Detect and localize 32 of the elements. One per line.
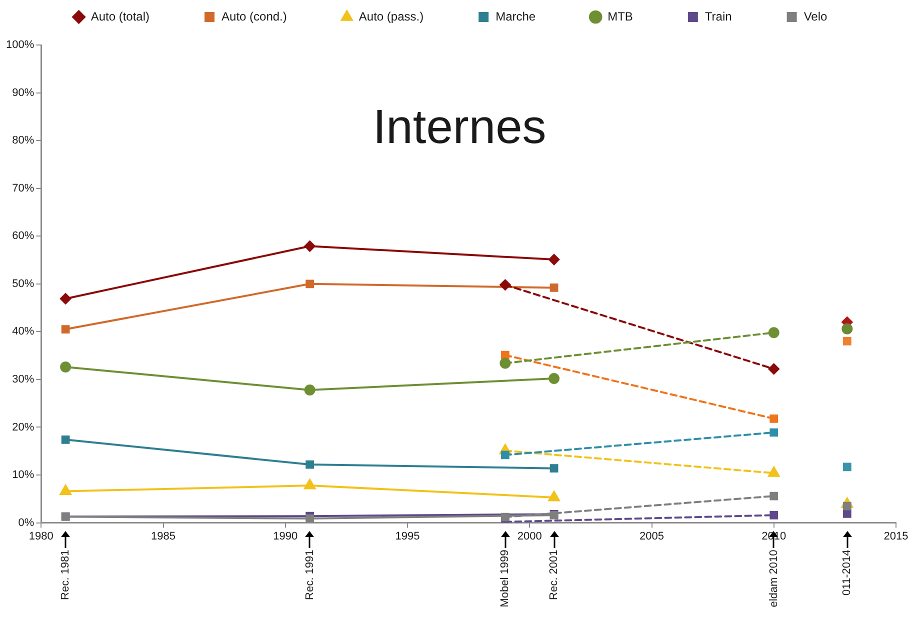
x-tick-label: 1980 (28, 530, 54, 542)
text: Rec. 2001 (548, 550, 560, 600)
text: Internes (372, 101, 546, 154)
x-tick-label: 2015 (884, 530, 908, 542)
y-tick-label: 30% (12, 373, 34, 386)
y-tick-label: 80% (12, 134, 34, 147)
legend-label: Auto (pass.) (358, 9, 424, 24)
y-tick-label: 40% (12, 326, 34, 338)
y-tick-label: 0% (18, 516, 34, 529)
text: Rec. 1981 (60, 550, 72, 600)
legend-label: Marche (496, 9, 536, 24)
legend-label: MTB (608, 9, 633, 24)
y-tick-label: 60% (12, 230, 34, 242)
y-tick-label: 70% (12, 182, 34, 194)
x-tick-label: 1985 (151, 530, 176, 542)
legend-label: Velo (804, 9, 828, 24)
y-tick-label: 50% (12, 278, 34, 290)
y-tick-label: 100% (6, 39, 34, 52)
y-tick-label: 20% (12, 421, 34, 434)
x-tick-label: 2000 (517, 530, 542, 542)
legend-label: Train (704, 9, 732, 24)
x-tick-label: 1995 (395, 530, 420, 542)
text: eldam 2010 (768, 550, 780, 608)
legend-label: Auto (cond.) (222, 9, 287, 24)
legend-label: Auto (total) (90, 9, 150, 24)
x-tick-label: 1990 (273, 530, 298, 542)
text: Mobel 1999 (499, 550, 512, 608)
y-tick-label: 10% (12, 469, 34, 482)
text: Rec. 1991 (304, 550, 316, 600)
y-tick-label: 90% (12, 86, 34, 99)
x-tick-label: 2005 (640, 530, 664, 542)
text: 011-2014 (841, 550, 854, 596)
